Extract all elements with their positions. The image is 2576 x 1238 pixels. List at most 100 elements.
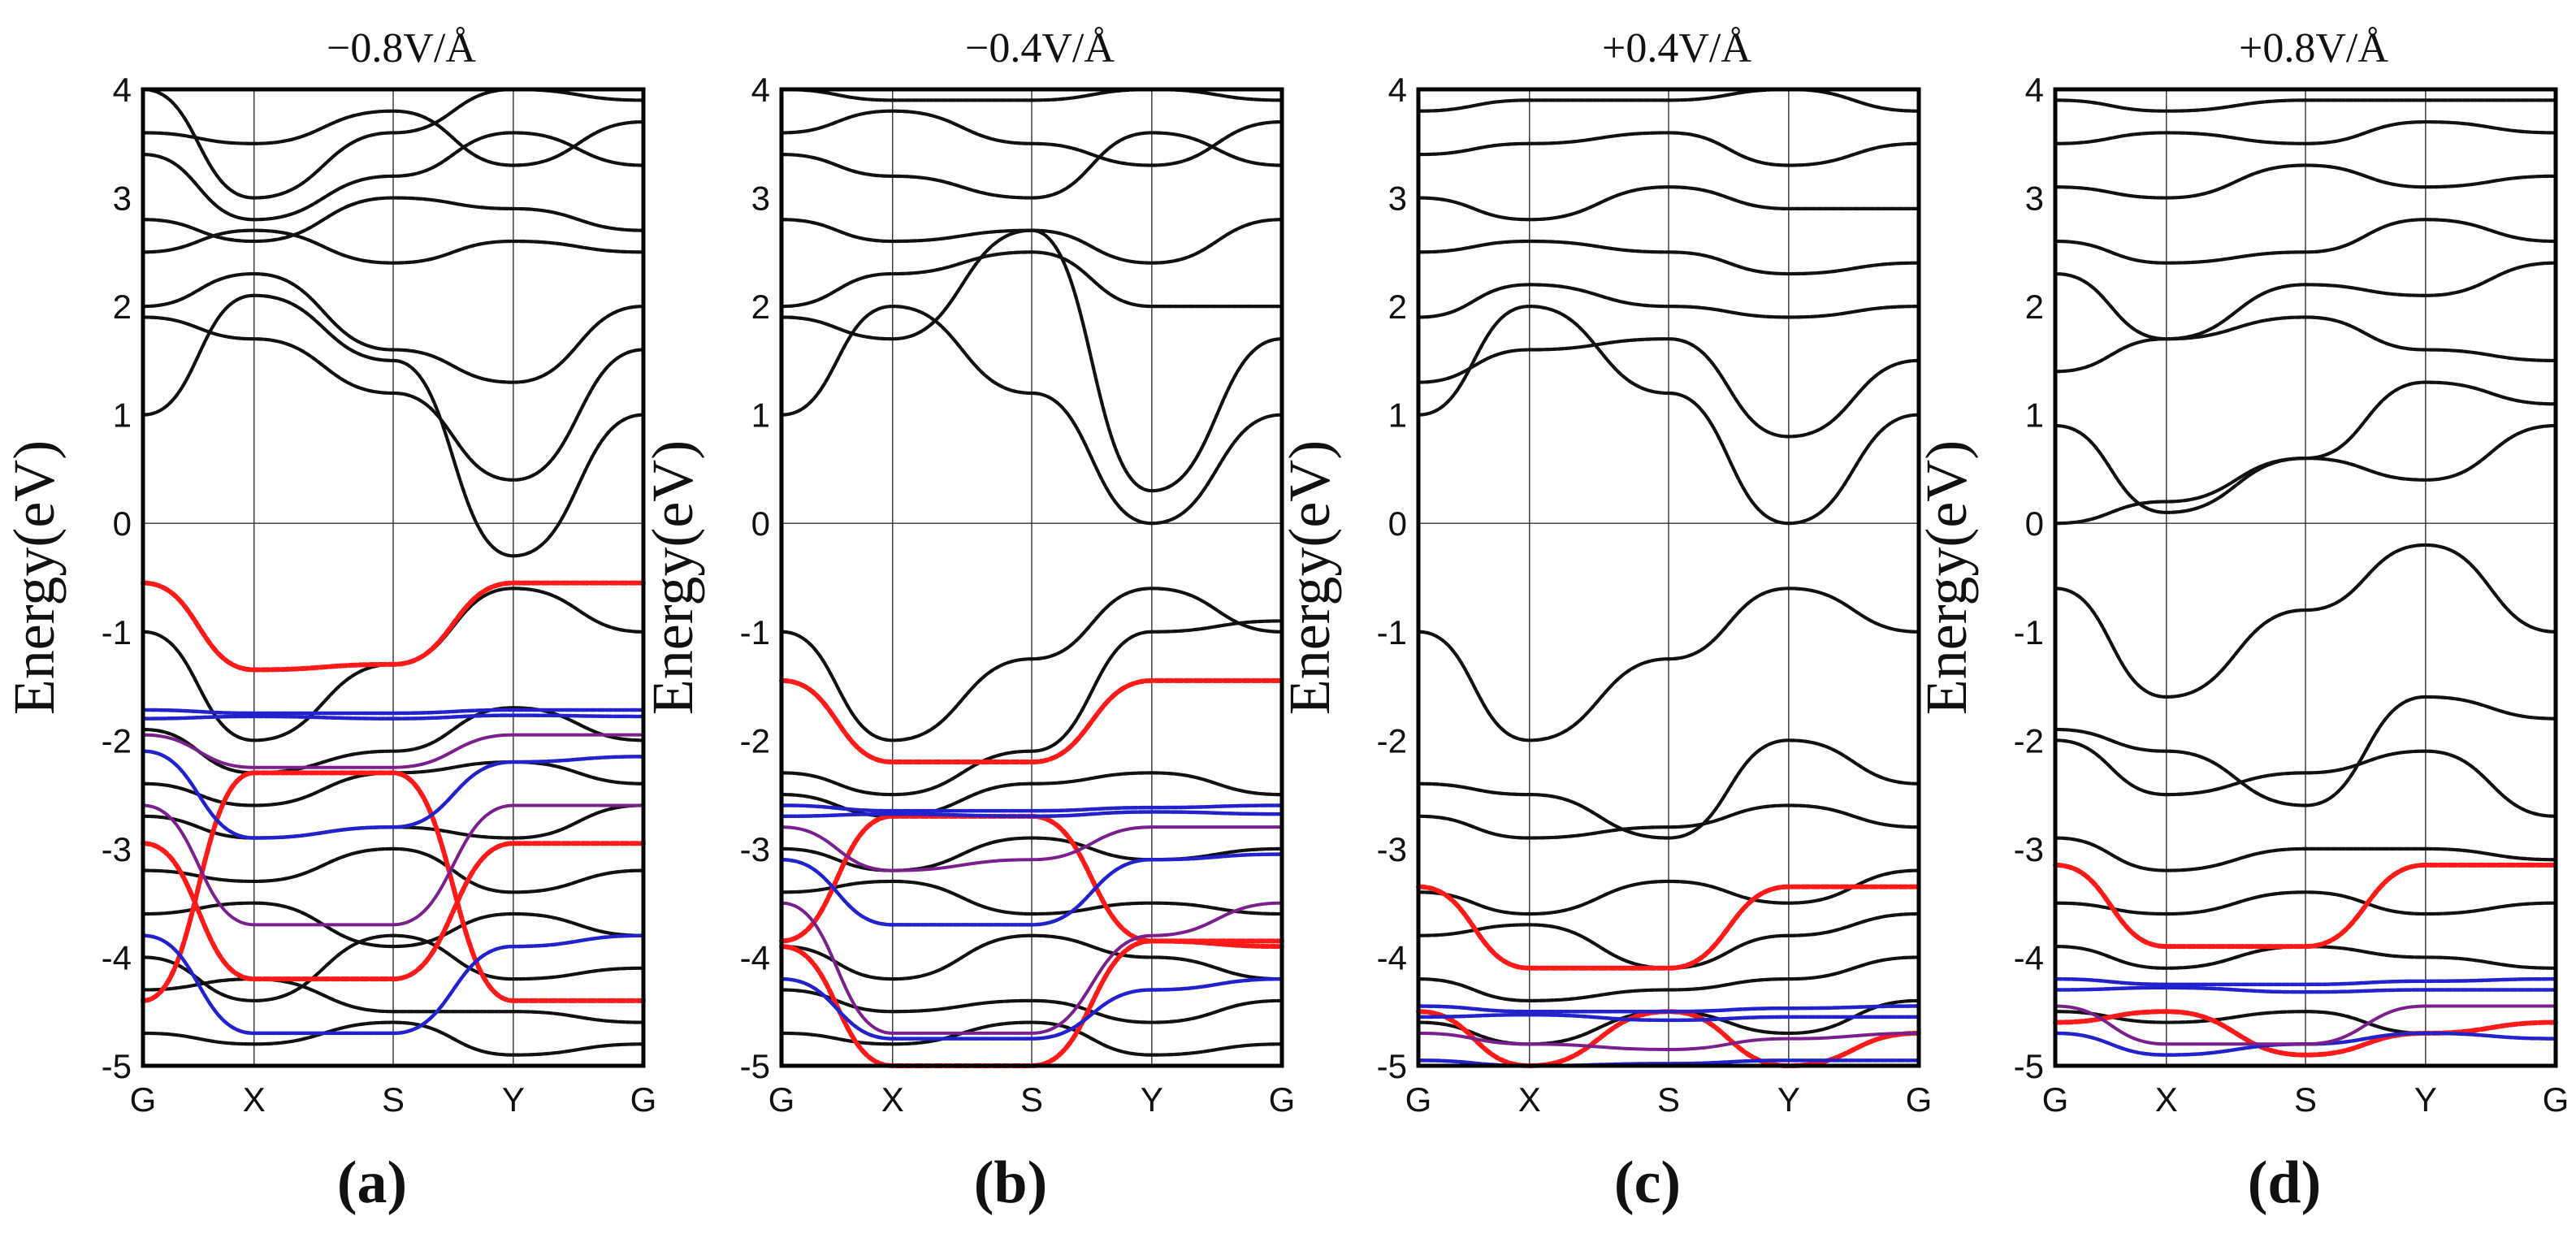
band-line-black [141, 293, 646, 558]
band-line-red [141, 841, 646, 982]
y-axis-title: Energy(eV) [1914, 440, 1979, 716]
band-line-black [779, 131, 1284, 200]
y-tick-label: -3 [2014, 830, 2044, 868]
band-line-black [141, 271, 646, 384]
band-line-blue [141, 708, 646, 716]
band-line-black [2053, 695, 2558, 807]
x-tick-label: G [1906, 1080, 1933, 1119]
x-tick-label: S [1657, 1080, 1680, 1119]
band-line-black [1416, 868, 1921, 916]
y-tick-label: 2 [1388, 288, 1407, 326]
y-tick-label: 0 [2025, 504, 2044, 543]
band-line-red [141, 770, 646, 1003]
band-line-red [1416, 884, 1921, 971]
y-tick-label: 2 [113, 288, 132, 326]
x-tick-label: X [243, 1080, 266, 1119]
y-tick-label: -3 [740, 830, 770, 868]
band-line-black [779, 250, 1284, 309]
band-line-black [141, 1020, 646, 1057]
x-tick-label: G [630, 1080, 657, 1119]
y-tick-label: 0 [1388, 504, 1407, 543]
plot-frame [141, 87, 646, 1068]
band-line-black [1416, 305, 1921, 526]
y-tick-label: 1 [1388, 396, 1407, 435]
y-tick-label: 2 [751, 288, 770, 326]
band-line-black [779, 218, 1284, 265]
plot-frame [779, 87, 1284, 1068]
band-line-black [2053, 543, 2558, 699]
band-line-black [141, 933, 646, 1002]
band-line-blue [2053, 976, 2558, 987]
x-tick-label: Y [502, 1080, 525, 1119]
band-line-black [1416, 803, 1921, 840]
y-axis-title: Energy(eV) [2, 440, 67, 716]
panel-letter: (b) [974, 1149, 1047, 1216]
band-line-black [1416, 131, 1921, 167]
band-line-black [2053, 119, 2558, 145]
y-tick-label: 4 [751, 71, 770, 109]
y-tick-label: -1 [740, 613, 770, 651]
y-tick-label: -4 [2014, 938, 2044, 976]
y-axis-title: Energy(eV) [640, 440, 705, 716]
band-line-black [141, 109, 646, 167]
band-line-black [141, 196, 646, 244]
y-tick-label: -1 [102, 613, 132, 651]
band-line-black [779, 771, 1284, 818]
band-line-red [2053, 862, 2558, 950]
band-line-black [779, 305, 1284, 526]
x-tick-label: G [2543, 1080, 2570, 1119]
y-tick-label: -3 [102, 830, 132, 868]
y-tick-label: -5 [102, 1047, 132, 1085]
band-line-black [779, 109, 1284, 167]
panel-title: −0.8V/Å [327, 25, 476, 71]
y-tick-label: -5 [740, 1047, 770, 1085]
panel-title: −0.4V/Å [965, 25, 1115, 71]
y-tick-label: -1 [1377, 613, 1407, 651]
band-line-purple [141, 733, 645, 769]
band-line-black [141, 228, 646, 265]
y-tick-label: 3 [2025, 180, 2044, 218]
x-tick-label: X [881, 1080, 904, 1119]
band-line-red [2053, 1009, 2558, 1058]
y-tick-label: 4 [2025, 71, 2044, 109]
band-line-blue [141, 749, 646, 840]
panel-title: +0.4V/Å [1602, 25, 1751, 71]
plot-frame [1416, 87, 1921, 1068]
band-line-black [2053, 261, 2558, 341]
y-tick-label: 1 [751, 396, 770, 435]
y-tick-label: -2 [1377, 721, 1407, 760]
band-line-black [2053, 98, 2558, 113]
x-tick-label: Y [2414, 1080, 2437, 1119]
band-line-black [2053, 163, 2558, 200]
band-line-red [779, 677, 1284, 765]
y-tick-label: 1 [113, 396, 132, 435]
band-line-blue [779, 810, 1284, 819]
x-tick-label: S [1020, 1080, 1043, 1119]
band-line-purple [1417, 1031, 1920, 1051]
band-line-black [141, 131, 646, 222]
y-tick-label: -2 [102, 721, 132, 760]
y-tick-label: 3 [1388, 180, 1407, 218]
band-line-black [1416, 283, 1921, 319]
x-tick-label: G [2042, 1080, 2069, 1119]
y-axis-title: Energy(eV) [1277, 440, 1342, 716]
y-tick-label: 4 [1388, 71, 1407, 109]
x-tick-label: Y [1777, 1080, 1800, 1119]
band-line-black [1416, 239, 1921, 276]
band-line-black [2053, 218, 2558, 265]
band-line-black [1416, 587, 1921, 742]
y-tick-label: 3 [113, 180, 132, 218]
y-tick-label: 2 [2025, 288, 2044, 326]
band-line-black [2053, 836, 2558, 872]
band-line-blue [779, 976, 1284, 1041]
band-line-blue [141, 713, 646, 721]
band-line-black [2053, 738, 2558, 818]
panel-letter: (c) [1614, 1149, 1681, 1216]
x-tick-label: G [1269, 1080, 1296, 1119]
band-line-black [2053, 890, 2558, 916]
y-tick-label: -2 [740, 721, 770, 760]
band-line-purple [780, 901, 1284, 1035]
band-line-blue [779, 803, 1284, 813]
